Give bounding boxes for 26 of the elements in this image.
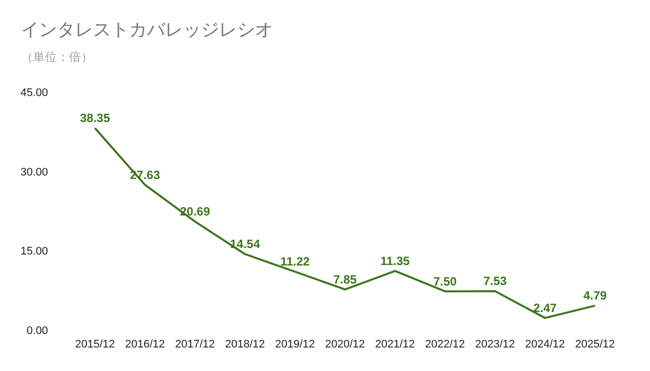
data-label: 11.22 [280, 254, 310, 269]
y-tick-label: 0.00 [26, 325, 48, 337]
data-label: 7.85 [333, 272, 357, 286]
y-tick-label: 30.00 [20, 166, 48, 178]
x-tick-label: 2021/12 [375, 338, 415, 350]
x-tick-label: 2018/12 [225, 338, 265, 350]
x-tick-label: 2017/12 [175, 338, 215, 350]
x-tick-label: 2023/12 [475, 338, 515, 350]
data-label: 2.47 [533, 300, 557, 315]
data-label: 4.79 [583, 288, 607, 303]
chart-subtitle: （単位：倍） [21, 50, 93, 64]
x-tick-label: 2025/12 [575, 338, 615, 350]
data-label: 7.50 [433, 274, 457, 288]
x-tick-label: 2022/12 [425, 338, 465, 350]
y-tick-label: 15.00 [20, 246, 48, 258]
x-tick-label: 2015/12 [75, 338, 115, 350]
data-label: 7.53 [483, 274, 507, 288]
x-tick-label: 2024/12 [525, 338, 565, 350]
data-label: 11.35 [380, 254, 410, 268]
x-tick-label: 2016/12 [125, 338, 165, 350]
x-tick-label: 2020/12 [325, 338, 365, 350]
chart-title: インタレストカバレッジレシオ [21, 20, 273, 40]
x-tick-label: 2019/12 [275, 338, 315, 350]
y-tick-label: 45.00 [20, 87, 48, 99]
data-label: 38.35 [80, 111, 110, 126]
data-label: 14.54 [230, 237, 260, 252]
